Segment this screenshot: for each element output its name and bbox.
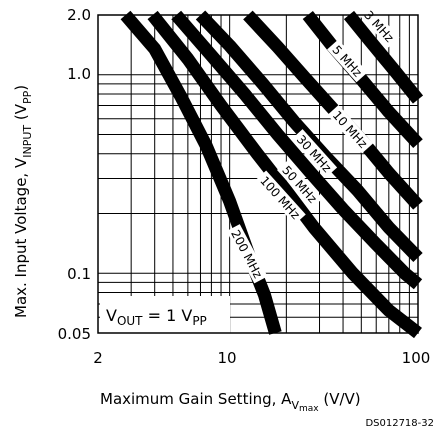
annotation-box bbox=[100, 296, 230, 333]
y-tick-label: 2.0 bbox=[67, 6, 91, 24]
curve-label-text: 10 MHz bbox=[330, 108, 370, 151]
x-axis-title: Maximum Gain Setting, AVmax (V/V) bbox=[100, 390, 361, 414]
y-tick-label: 0.05 bbox=[58, 325, 91, 343]
curve-label-bg bbox=[277, 159, 323, 209]
figure-code: DS012718-32 bbox=[365, 418, 434, 429]
series-line-50-mhz bbox=[171, 10, 423, 290]
plot-frame bbox=[97, 14, 419, 334]
curve-label-bg bbox=[226, 224, 268, 284]
series-line-10-mhz bbox=[243, 10, 423, 210]
curve-label-bg bbox=[291, 129, 338, 178]
annotation: VOUT = 1 VPP bbox=[100, 296, 230, 333]
series-line-3-mhz bbox=[343, 10, 424, 104]
curve-label: 10 MHz bbox=[327, 104, 374, 154]
y-tick-label: 1.0 bbox=[67, 65, 91, 83]
curve-label-text: 5 MHz bbox=[329, 43, 364, 80]
curve-label-bg bbox=[327, 104, 374, 154]
series-line-100-mhz bbox=[147, 10, 422, 339]
series-layer bbox=[120, 10, 424, 339]
x-tick-label: 10 bbox=[217, 349, 236, 367]
curve-label-bg bbox=[254, 170, 306, 225]
series-line-5-mhz bbox=[302, 10, 423, 149]
x-tick-label: 100 bbox=[402, 349, 431, 367]
series-line-200-mhz bbox=[120, 10, 282, 335]
y-axis-title: Max. Input Voltage, VINPUT (VPP) bbox=[12, 85, 34, 318]
curve-label-bg bbox=[327, 39, 368, 83]
x-tick-label: 2 bbox=[93, 349, 103, 367]
y-tick-label: 0.1 bbox=[67, 265, 91, 283]
